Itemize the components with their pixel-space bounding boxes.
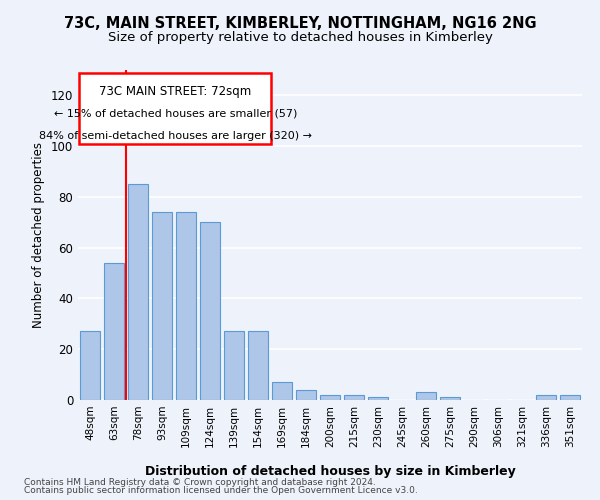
Text: 73C MAIN STREET: 72sqm: 73C MAIN STREET: 72sqm [99, 85, 251, 98]
FancyBboxPatch shape [79, 72, 271, 144]
Text: Distribution of detached houses by size in Kimberley: Distribution of detached houses by size … [145, 464, 515, 477]
Bar [128, 184, 148, 400]
Text: 84% of semi-detached houses are larger (320) →: 84% of semi-detached houses are larger (… [38, 131, 312, 141]
Bar [80, 332, 100, 400]
Bar [152, 212, 172, 400]
Bar [368, 398, 388, 400]
Bar [224, 332, 244, 400]
Bar [320, 395, 340, 400]
Bar [176, 212, 196, 400]
Bar [536, 395, 556, 400]
Bar [248, 332, 268, 400]
Text: Contains public sector information licensed under the Open Government Licence v3: Contains public sector information licen… [24, 486, 418, 495]
Bar [416, 392, 436, 400]
Text: Contains HM Land Registry data © Crown copyright and database right 2024.: Contains HM Land Registry data © Crown c… [24, 478, 376, 487]
Text: Size of property relative to detached houses in Kimberley: Size of property relative to detached ho… [107, 31, 493, 44]
Text: ← 15% of detached houses are smaller (57): ← 15% of detached houses are smaller (57… [53, 108, 297, 118]
Bar [272, 382, 292, 400]
Bar [200, 222, 220, 400]
Bar [104, 263, 124, 400]
Bar [296, 390, 316, 400]
Bar [344, 395, 364, 400]
Y-axis label: Number of detached properties: Number of detached properties [32, 142, 45, 328]
Bar [560, 395, 580, 400]
Bar [440, 398, 460, 400]
Text: 73C, MAIN STREET, KIMBERLEY, NOTTINGHAM, NG16 2NG: 73C, MAIN STREET, KIMBERLEY, NOTTINGHAM,… [64, 16, 536, 31]
